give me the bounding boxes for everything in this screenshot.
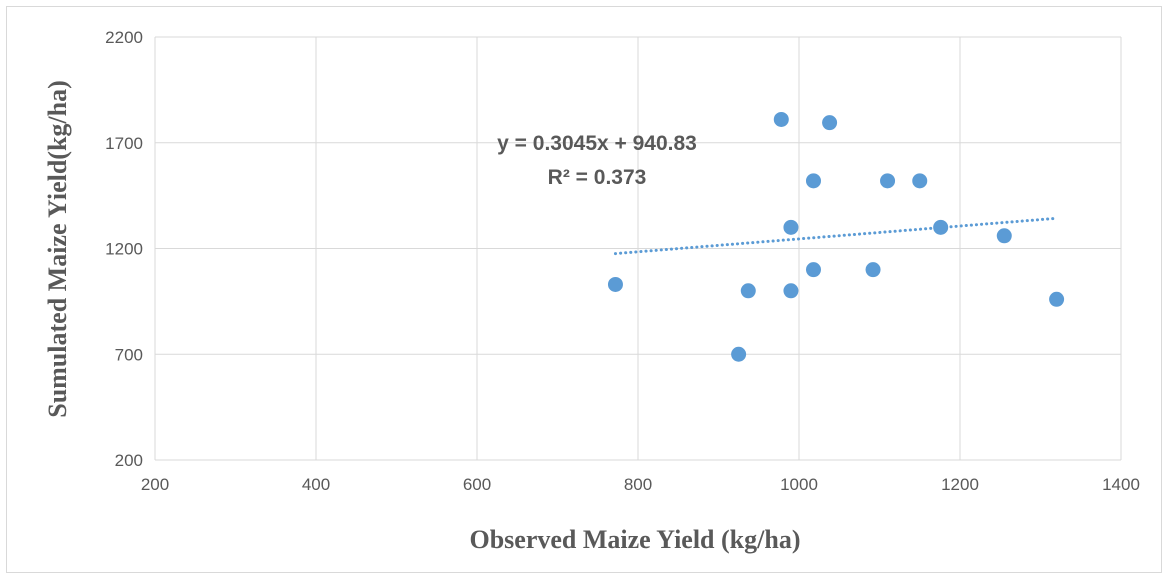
data-point-0 (607, 276, 623, 292)
data-point-9 (865, 262, 881, 278)
data-point-4 (783, 283, 799, 299)
data-point-11 (912, 173, 928, 189)
y-tick-label-3: 1700 (105, 134, 143, 153)
trendline-equation: y = 0.3045x + 940.83 (497, 132, 697, 155)
x-tick-label-1: 400 (302, 475, 330, 494)
x-tick-label-5: 1200 (941, 475, 979, 494)
y-tick-labels: 200 700 1200 1700 2200 (105, 28, 143, 470)
y-tick-label-4: 2200 (105, 28, 143, 47)
data-point-5 (783, 219, 799, 235)
x-tick-label-4: 1000 (780, 475, 818, 494)
trendline (613, 216, 1059, 256)
data-point-3 (773, 111, 789, 127)
x-tick-label-2: 600 (463, 475, 491, 494)
data-points (607, 111, 1065, 362)
x-tick-label-3: 800 (624, 475, 652, 494)
y-tick-label-0: 200 (115, 451, 143, 470)
data-point-2 (740, 283, 756, 299)
y-axis-title: Sumulated Maize Yield(kg/ha) (43, 80, 72, 418)
x-tick-labels: 200 400 600 800 1000 1200 1400 (141, 475, 1140, 494)
y-tick-label-2: 1200 (105, 240, 143, 259)
y-tick-label-1: 700 (115, 345, 143, 364)
data-point-7 (805, 173, 821, 189)
x-tick-label-6: 1400 (1102, 475, 1140, 494)
data-point-12 (933, 219, 949, 235)
data-point-13 (996, 228, 1012, 244)
trendline-r-squared: R² = 0.373 (548, 166, 647, 189)
x-axis-title: Observed Maize Yield (kg/ha) (470, 525, 801, 554)
grid-lines (154, 36, 1122, 461)
data-point-1 (731, 346, 747, 362)
trendline-group (613, 216, 1059, 256)
data-point-8 (822, 115, 838, 131)
chart-frame (6, 6, 1162, 573)
data-point-10 (880, 173, 896, 189)
x-tick-label-0: 200 (141, 475, 169, 494)
data-point-14 (1049, 291, 1065, 307)
data-point-6 (805, 262, 821, 278)
